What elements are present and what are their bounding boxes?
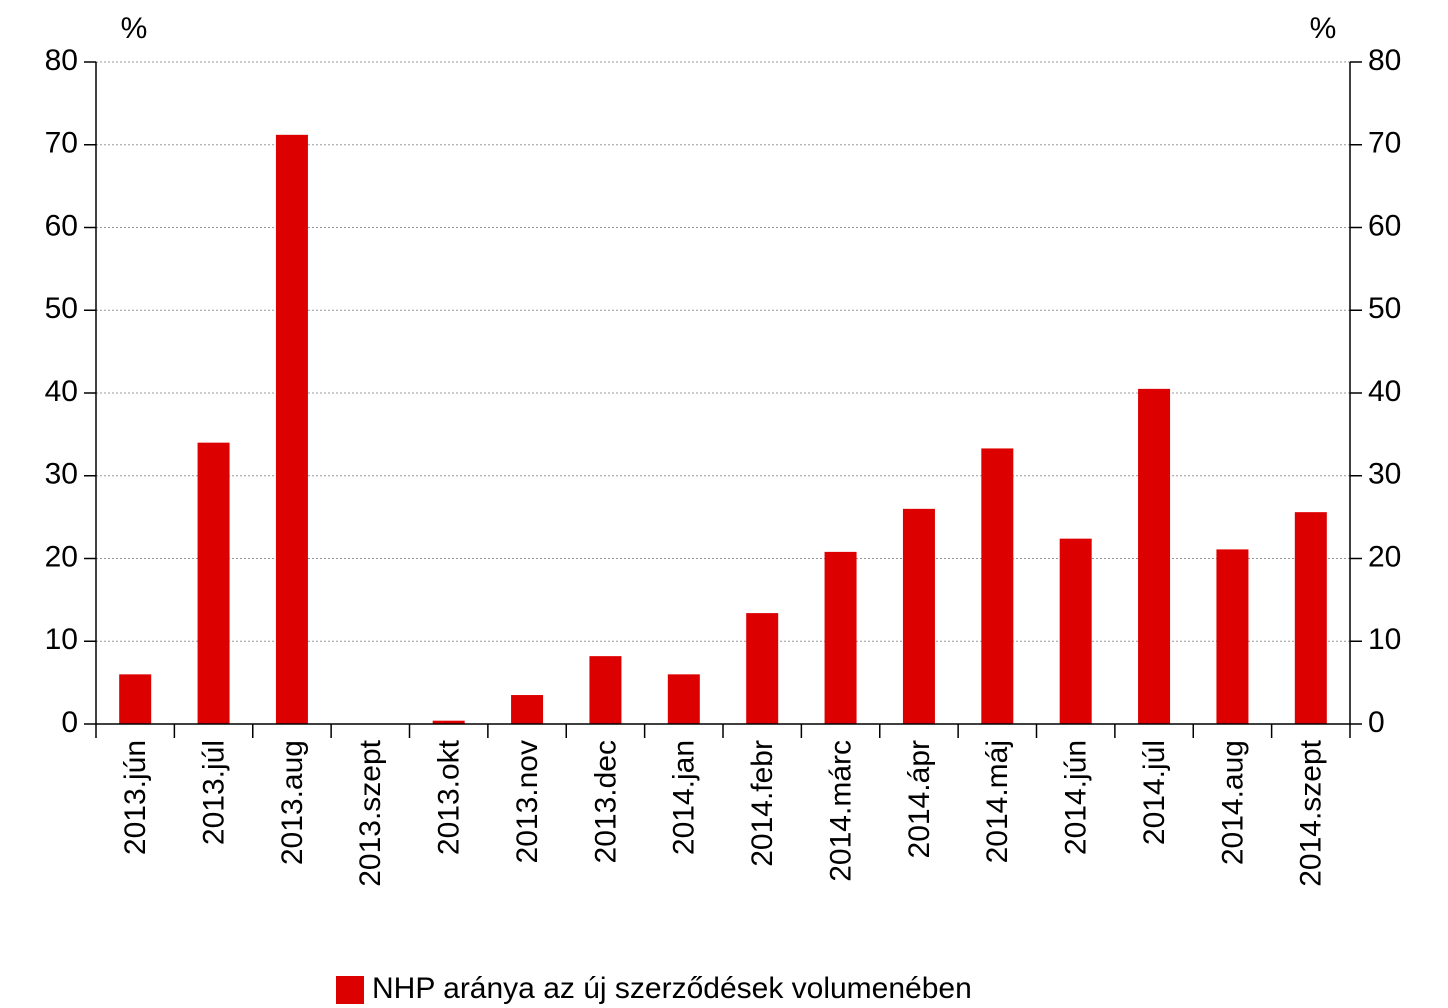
y-tick-label: 60: [45, 209, 78, 242]
bar: [667, 674, 700, 724]
x-tick-label: 2013.okt: [433, 739, 466, 855]
bar: [1294, 512, 1327, 724]
x-tick-label: 2014.márc: [824, 740, 857, 882]
bar: [432, 720, 465, 724]
x-tick-label: 2014.szept: [1295, 739, 1328, 886]
y-tick-label: 0: [61, 706, 78, 739]
x-tick-label: 2014.jún: [1060, 740, 1093, 855]
legend-swatch: [336, 976, 364, 1004]
x-tick-label: 2013.szept: [354, 739, 387, 886]
bar: [1216, 549, 1249, 724]
y-tick-label: 80: [45, 44, 78, 77]
x-tick-label: 2013.dec: [589, 740, 622, 863]
y2-tick-label: 40: [1368, 375, 1401, 408]
y-tick-label: 70: [45, 127, 78, 160]
y2-tick-label: 30: [1368, 458, 1401, 491]
bar: [275, 134, 308, 724]
bar: [511, 695, 544, 724]
x-tick-label: 2013.aug: [276, 740, 309, 865]
y2-tick-label: 0: [1368, 706, 1385, 739]
y-tick-label: 40: [45, 375, 78, 408]
bar: [981, 448, 1014, 724]
y-tick-label: 50: [45, 292, 78, 325]
y2-tick-label: 20: [1368, 540, 1401, 573]
x-tick-label: 2013.jún: [119, 740, 152, 855]
bar: [902, 508, 935, 724]
bar: [119, 674, 152, 724]
bar: [1138, 388, 1171, 724]
x-tick-label: 2014.júl: [1138, 740, 1171, 845]
y2-unit: %: [1310, 12, 1337, 45]
x-tick-label: 2014.jan: [668, 740, 701, 855]
y-tick-label: 30: [45, 458, 78, 491]
y2-tick-label: 60: [1368, 209, 1401, 242]
x-tick-label: 2014.máj: [981, 740, 1014, 863]
bar: [824, 551, 857, 724]
bar: [589, 656, 622, 724]
legend-label: NHP aránya az új szerződések volumenében: [372, 972, 972, 1005]
x-tick-label: 2013.júl: [197, 740, 230, 845]
y-tick-label: 10: [45, 623, 78, 656]
y2-tick-label: 70: [1368, 127, 1401, 160]
x-tick-label: 2014.febr: [746, 740, 779, 867]
bar: [746, 613, 779, 724]
y-unit: %: [121, 12, 148, 45]
bar: [197, 442, 230, 724]
bar: [1059, 538, 1092, 724]
y2-tick-label: 10: [1368, 623, 1401, 656]
y2-tick-label: 80: [1368, 44, 1401, 77]
x-tick-label: 2014.ápr: [903, 740, 936, 858]
x-tick-label: 2014.aug: [1216, 740, 1249, 865]
y2-tick-label: 50: [1368, 292, 1401, 325]
y-tick-label: 20: [45, 540, 78, 573]
x-tick-label: 2013.nov: [511, 740, 544, 863]
